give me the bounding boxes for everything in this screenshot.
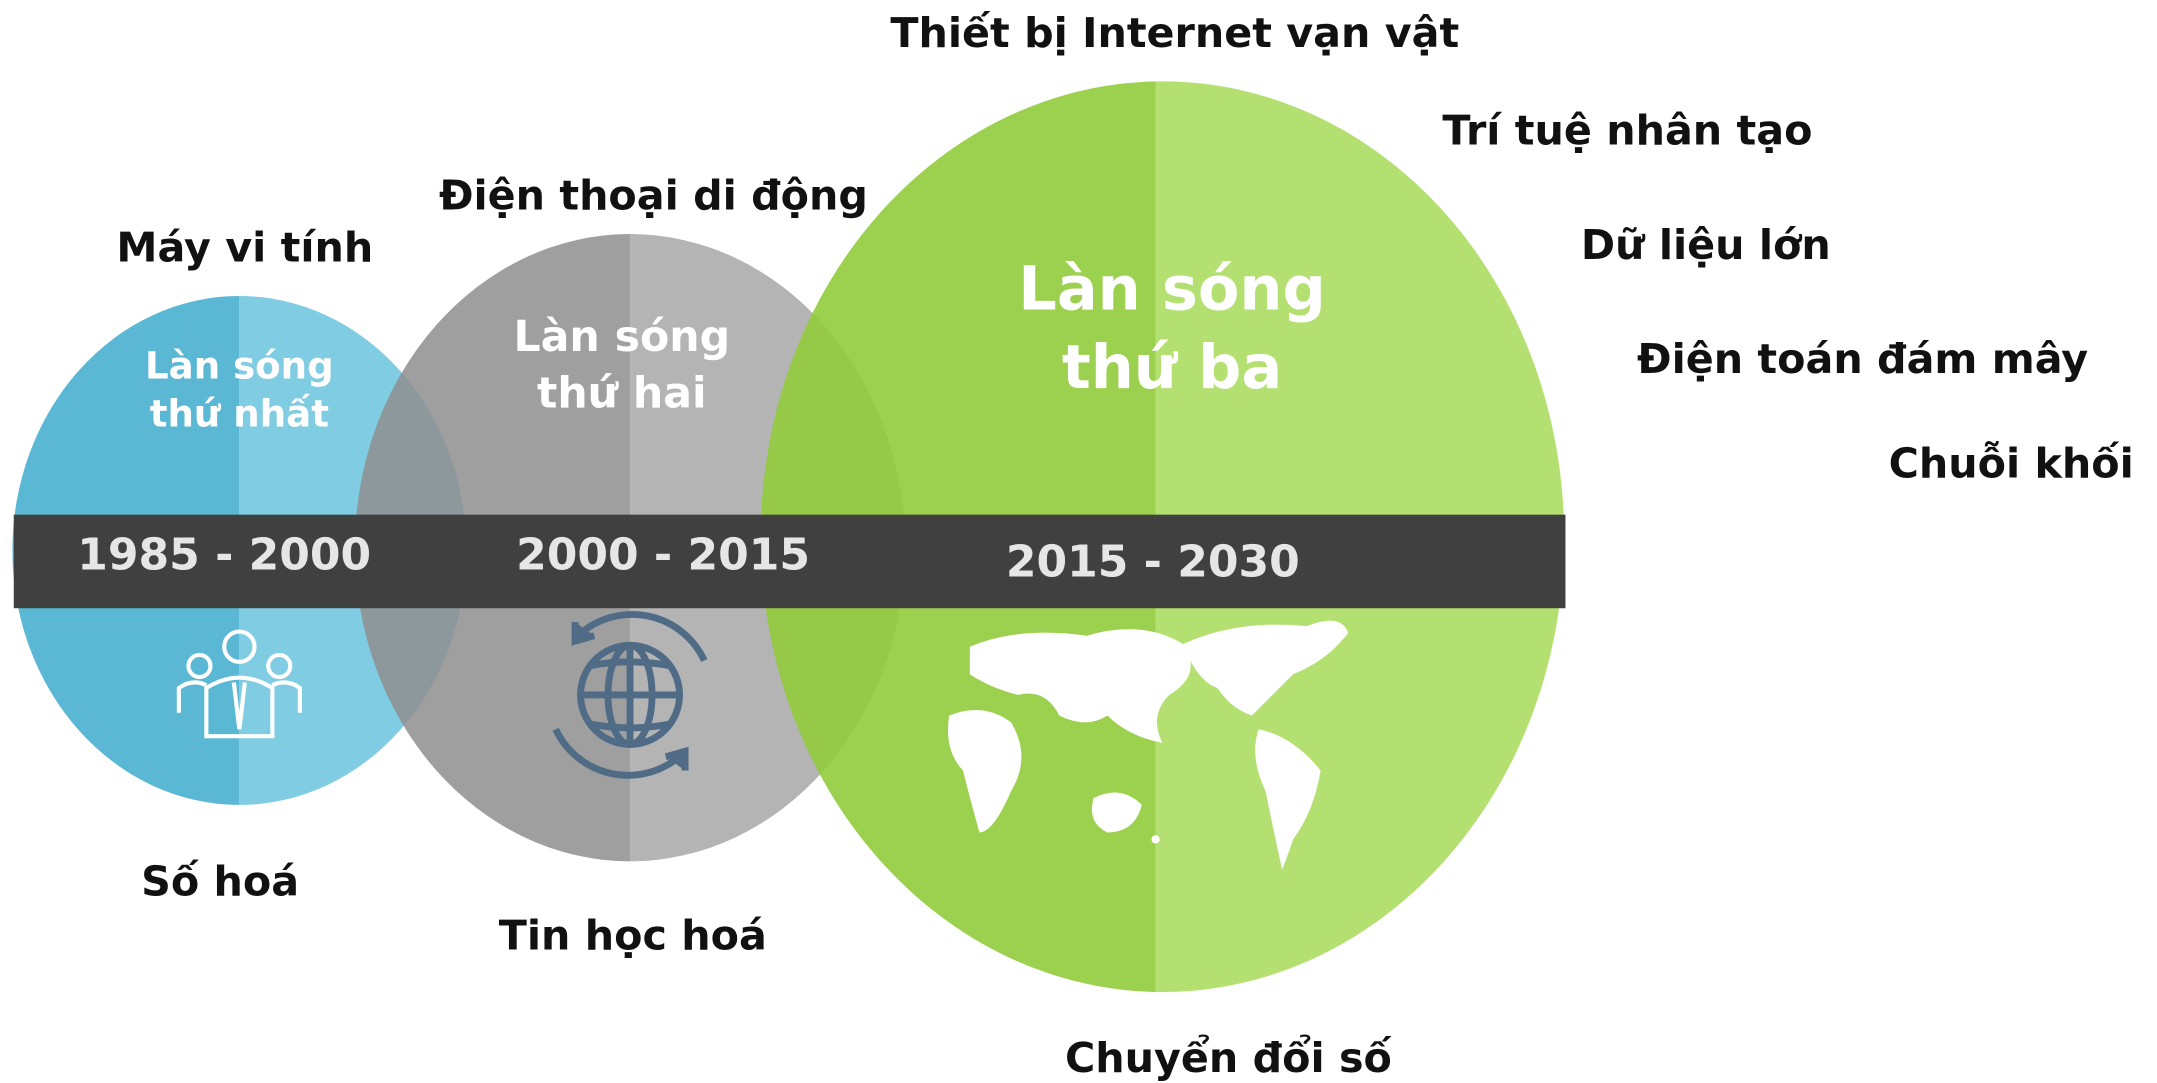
wave-title: thứ ba (1062, 333, 1282, 403)
wave-title: Làn sóng (145, 344, 334, 387)
technology: Điện toán đám mây (1637, 335, 2088, 383)
world-map (947, 620, 1349, 870)
period: 1985 - 2000 (77, 530, 371, 581)
outcome: Số hoá (141, 858, 299, 906)
outcome: Tin học hoá (499, 911, 767, 959)
people-icon (176, 629, 302, 739)
wave-title: thứ nhất (150, 393, 329, 436)
content: Làn sóng thứ nhất 1985 - 2000 Máy vi tính Số… (77, 9, 2133, 1082)
wave-title: Làn sóng (1018, 255, 1326, 325)
wave-title: thứ hai (537, 368, 707, 418)
outcome: Chuyển đổi số (1065, 1034, 1393, 1082)
technology: Trí tuệ nhân tạo (1442, 107, 1812, 155)
technology: Máy vi tính (116, 224, 373, 272)
technology: Thiết bị Internet vạn vật (890, 9, 1459, 57)
wave-title: Làn sóng (513, 312, 730, 362)
period: 2015 - 2030 (1006, 537, 1300, 588)
timeline-bar (13, 514, 1566, 609)
globe-icon (552, 611, 708, 779)
technology: Điện thoại di động (439, 171, 868, 219)
period: 2000 - 2015 (516, 530, 810, 581)
technology: Chuỗi khối (1889, 440, 2134, 488)
technology: Dữ liệu lớn (1581, 221, 1831, 269)
